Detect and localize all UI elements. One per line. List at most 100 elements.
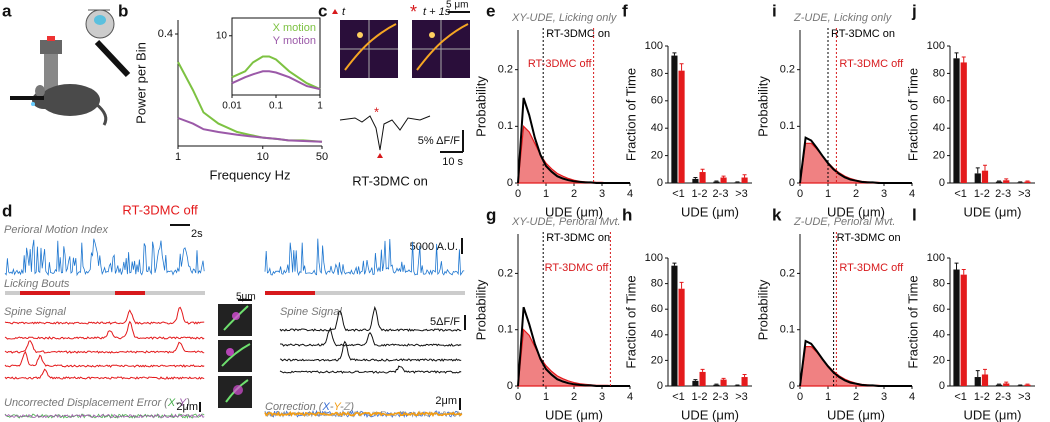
panel-label: k [772,205,782,224]
panel-label: c [318,1,327,20]
subtitle: Z-UDE, Perioral Mvt. [793,216,895,228]
x-axis-label: UDE (μm) [963,407,1021,422]
x-tick-label: >3 [1018,391,1031,403]
error-bar [721,175,726,178]
x-tick-label: >3 [735,188,748,200]
line [177,117,323,143]
bar [953,269,960,386]
panel-label: a [2,1,12,20]
bar [671,55,678,184]
panel-label: f [622,1,628,20]
error-bar [693,379,698,381]
bar [692,178,699,183]
panel-label: d [2,201,12,220]
reference-label: RT-3DMC on [837,232,901,244]
x-tick-label: 1 [543,391,549,403]
x-tick-label: 0.01 [222,101,242,112]
panel-c-text: t * t + 1s 5 μm * 5% ΔF/F 10 s RT-3DMC o… [342,0,468,188]
y-tick-label: 0.1 [780,324,795,336]
row-label: Correction (X-Y-Z) [265,401,354,413]
y-tick-label: 0 [939,380,945,392]
bar [1017,385,1024,386]
bar [734,385,741,386]
x-axis-label: UDE (μm) [963,204,1021,219]
scale-label: 2μm [435,395,457,407]
x-tick-label: 3 [881,391,887,403]
x-tick-label: >3 [1018,188,1031,200]
bar [692,380,699,386]
row-label: Uncorrected Displacement Error (X-Y) [4,397,190,409]
bar [678,70,685,183]
y-tick-label: 60 [651,95,663,107]
line [799,339,912,387]
x-tick-label: 2-3 [713,188,729,200]
y-axis-label: Probability [755,279,770,340]
y-tick-label: 10 [216,30,228,41]
line [517,97,630,184]
y-tick-label: 80 [651,67,663,79]
x-tick-label: 1-2 [974,391,990,403]
x-tick-label: 0.1 [269,101,283,112]
bar [678,288,685,386]
y-tick-label: 0.2 [498,267,513,279]
error-bar [679,281,684,289]
y-tick-label: 0 [507,177,513,189]
label-part: X [321,401,330,413]
subtitle: XY-UDE, Perioral Mvt. [511,216,621,228]
error-bar [954,52,959,59]
panel-label: h [622,205,632,224]
y-tick-label: 40 [651,122,663,134]
error-bar [672,262,677,266]
trace [279,340,462,362]
label-part: - [330,401,334,413]
x-tick-label: 4 [627,188,633,200]
x-axis-label: Frequency Hz [210,167,291,182]
panel-d-frame [5,224,466,412]
y-tick-label: 0.2 [498,64,513,76]
bar [1024,181,1031,183]
panel-label: b [118,1,128,20]
y-tick-label: 40 [651,329,663,341]
bar [720,177,727,183]
label-part: - [340,401,344,413]
line [799,136,912,184]
reference-label: RT-3DMC off [528,58,593,70]
row-label: Spine Signal [280,306,342,318]
legend-label: X motion [273,22,316,34]
label-part: Y [179,397,187,409]
x-tick-label: 4 [909,188,915,200]
error-bar [975,370,980,378]
label-part: X [167,397,176,409]
trace [279,365,462,374]
bar [741,377,748,386]
row-label: Licking Bouts [4,278,70,290]
error-bar [742,373,747,378]
bar [995,181,1003,183]
y-tick-label: 0.2 [780,267,795,279]
trace [4,368,205,380]
bar [699,371,706,386]
x-tick-label: 0 [797,391,803,403]
x-tick-label: 1-2 [692,391,708,403]
trace [4,413,205,419]
bar [1003,383,1010,386]
x-axis-label: UDE (μm) [545,204,603,219]
scale-label: 10 s [442,156,463,168]
panel-label: i [772,1,777,20]
error-bar [742,174,747,178]
error-bar [997,180,1002,182]
x-tick-label: 4 [627,391,633,403]
line [517,306,630,387]
x-tick-label: 1 [825,188,831,200]
x-tick-label: >3 [735,391,748,403]
reference-label: RT-3DMC on [546,28,610,40]
trace [4,306,205,325]
trace [4,320,205,340]
error-bar [982,368,987,375]
bar [981,170,989,183]
error-bar [1025,180,1030,182]
error-bar [693,177,698,179]
reference-label: RT-3DMC on [831,28,895,40]
scale-label: 5 μm [446,0,468,11]
x-tick-label: <1 [672,391,685,403]
